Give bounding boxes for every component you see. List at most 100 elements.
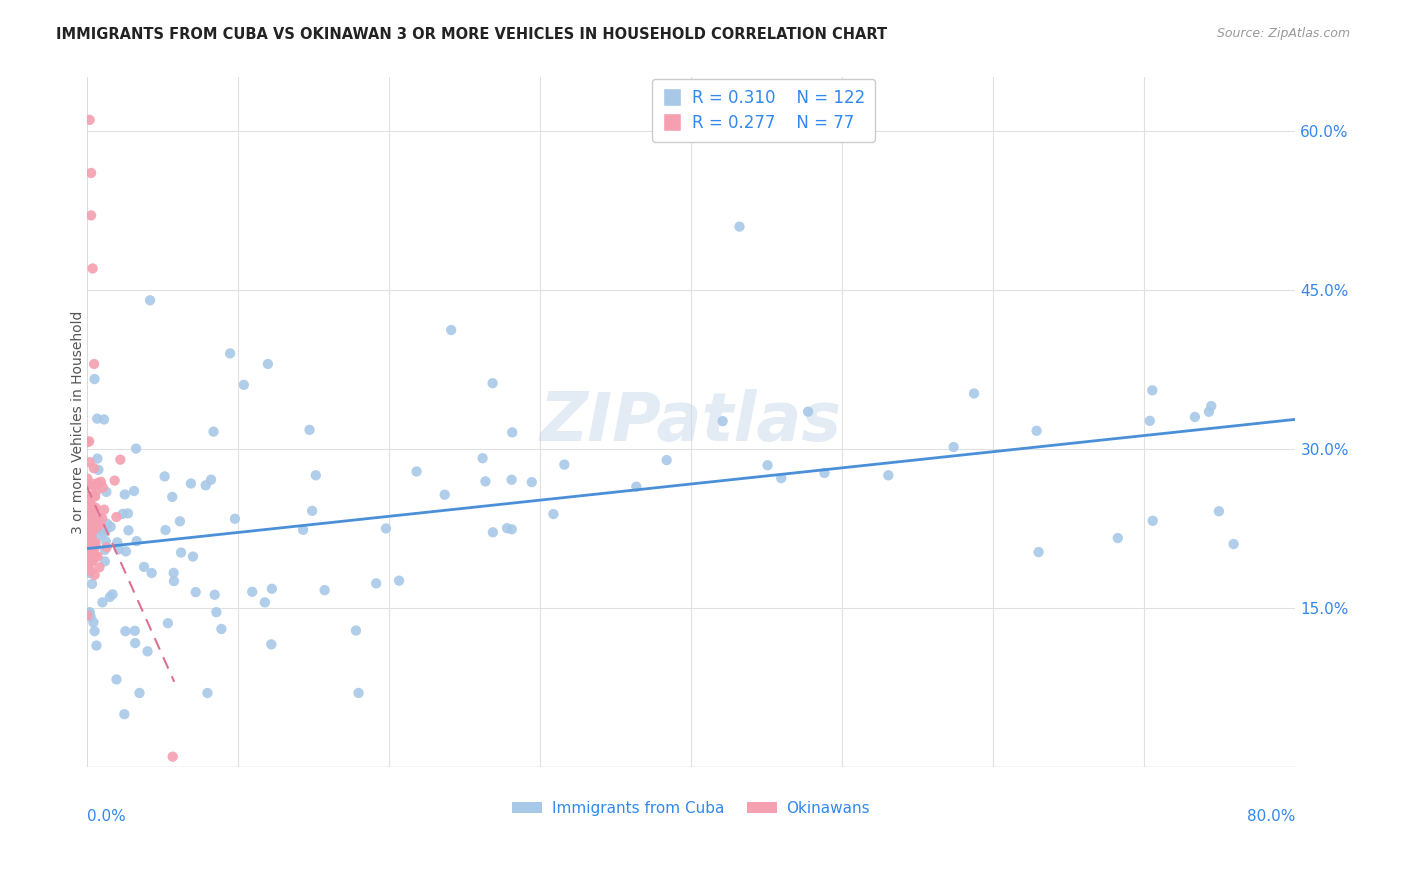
Point <box>100 520 122 534</box>
Point <box>79 566 101 580</box>
Point <box>205 605 228 619</box>
Point <box>184 585 207 599</box>
Point <box>101 587 124 601</box>
Point <box>481 376 503 391</box>
Point <box>963 386 986 401</box>
Point <box>82 553 104 567</box>
Point <box>115 544 138 558</box>
Point <box>711 414 734 428</box>
Point <box>543 507 565 521</box>
Point <box>76 608 98 623</box>
Point <box>1198 405 1220 419</box>
Point <box>77 434 100 449</box>
Point <box>76 513 98 527</box>
Point <box>89 514 111 528</box>
Point <box>112 707 135 722</box>
Point <box>79 605 101 619</box>
Point <box>471 451 494 466</box>
Point <box>93 412 115 426</box>
Point <box>82 524 104 539</box>
Point <box>162 749 184 764</box>
Text: ZIPatlas: ZIPatlas <box>540 389 842 455</box>
Point <box>104 474 127 488</box>
Point <box>200 473 222 487</box>
Point <box>82 516 104 530</box>
Point <box>224 512 246 526</box>
Point <box>77 489 100 503</box>
Point <box>76 476 98 491</box>
Point <box>82 538 104 552</box>
Point <box>474 475 496 489</box>
Point <box>77 544 100 558</box>
Point <box>94 543 117 558</box>
Point <box>626 480 648 494</box>
Point <box>94 554 117 568</box>
Point <box>117 524 139 538</box>
Point <box>107 542 129 557</box>
Point <box>128 686 150 700</box>
Point <box>90 475 112 489</box>
Point <box>219 346 242 360</box>
Point <box>117 507 139 521</box>
Point <box>84 490 107 504</box>
Point <box>125 534 148 549</box>
Point <box>82 615 104 630</box>
Y-axis label: 3 or more Vehicles in Household: 3 or more Vehicles in Household <box>72 310 86 534</box>
Point <box>292 523 315 537</box>
Point <box>86 530 108 544</box>
Point <box>756 458 779 473</box>
Point <box>84 500 107 515</box>
Point <box>76 471 98 485</box>
Point <box>76 542 98 557</box>
Point <box>76 516 98 530</box>
Point <box>79 535 101 549</box>
Point <box>80 533 103 548</box>
Point <box>298 423 321 437</box>
Point <box>1142 384 1164 398</box>
Point <box>86 639 108 653</box>
Point <box>136 644 159 658</box>
Point <box>79 497 101 511</box>
Point <box>163 566 186 580</box>
Point <box>257 357 280 371</box>
Point <box>163 574 186 588</box>
Point <box>83 568 105 582</box>
Point <box>94 534 117 549</box>
Point <box>79 112 101 127</box>
Point <box>84 536 107 550</box>
Point <box>80 503 103 517</box>
Point <box>76 499 98 513</box>
Point <box>79 606 101 620</box>
Point <box>132 560 155 574</box>
Point <box>77 490 100 504</box>
Point <box>366 576 388 591</box>
Point <box>482 525 505 540</box>
Point <box>124 636 146 650</box>
Point <box>76 500 98 514</box>
Point <box>813 466 835 480</box>
Point <box>91 525 114 540</box>
Point <box>87 521 110 535</box>
Point <box>124 624 146 638</box>
Point <box>76 491 98 506</box>
Point <box>260 582 283 596</box>
Point <box>82 261 104 276</box>
Point <box>83 512 105 526</box>
Point <box>80 577 103 591</box>
Point <box>91 481 114 495</box>
Point <box>80 529 103 543</box>
Point <box>77 477 100 491</box>
Point <box>520 475 543 490</box>
Point <box>79 502 101 516</box>
Point <box>93 502 115 516</box>
Point <box>82 514 104 528</box>
Text: 0.0%: 0.0% <box>87 809 125 823</box>
Point <box>83 489 105 503</box>
Point <box>84 539 107 553</box>
Point <box>169 514 191 528</box>
Text: 80.0%: 80.0% <box>1247 809 1295 823</box>
Point <box>240 584 263 599</box>
Point <box>110 452 132 467</box>
Point <box>125 442 148 456</box>
Point <box>83 624 105 639</box>
